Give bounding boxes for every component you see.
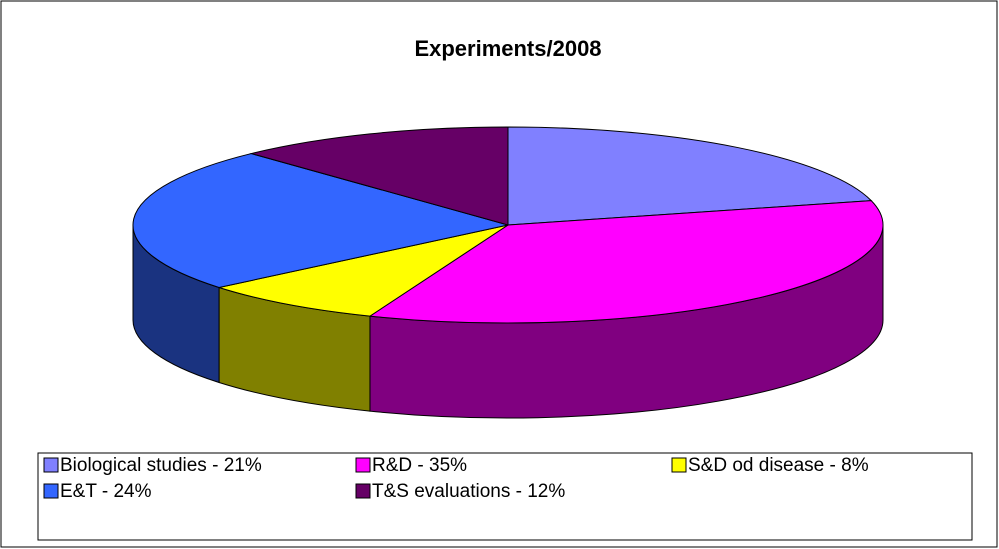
slice-top — [132, 153, 509, 288]
slice — [132, 153, 509, 384]
legend-box — [37, 452, 973, 541]
slice — [217, 224, 509, 412]
chart-title: Experiments/2008 — [414, 36, 601, 61]
legend: Biological studies - 21% R&D - 35% S&D od … — [43, 455, 869, 502]
slice-top — [368, 200, 884, 324]
slice — [249, 126, 509, 226]
slice-top — [249, 126, 509, 226]
pie — [132, 126, 884, 419]
slice — [507, 126, 873, 226]
slice — [368, 200, 884, 419]
legend-label: E&T - 24% — [60, 481, 152, 502]
legend-swatch — [43, 457, 59, 473]
legend-label: R&D - 35% — [372, 455, 467, 476]
legend-swatch — [355, 457, 371, 473]
legend-label: Biological studies - 21% — [60, 455, 262, 476]
legend-swatch — [355, 483, 371, 499]
slice-top — [507, 126, 873, 226]
legend-swatch — [43, 483, 59, 499]
legend-label: T&S evaluations - 12% — [372, 481, 565, 502]
slice-top — [217, 224, 509, 317]
legend-swatch — [671, 457, 687, 473]
legend-label: S&D od disease - 8% — [688, 455, 869, 476]
